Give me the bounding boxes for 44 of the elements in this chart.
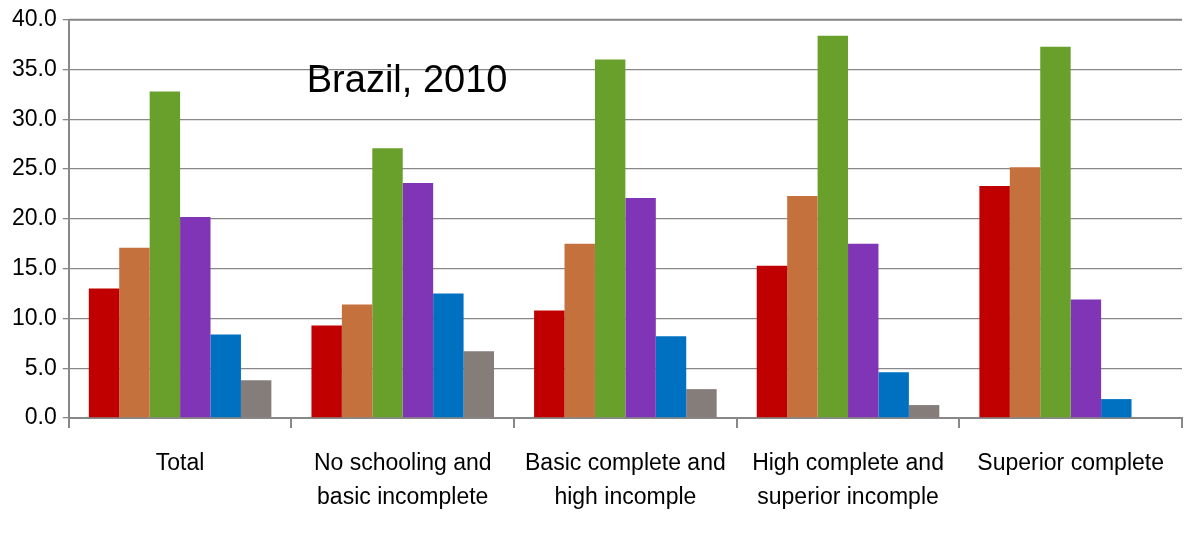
bar <box>655 336 687 418</box>
bar <box>402 183 434 418</box>
bar <box>686 389 717 418</box>
bar <box>979 186 1010 418</box>
bar <box>180 216 211 418</box>
x-tick-label: Superior complete <box>977 448 1164 475</box>
bar <box>594 59 626 418</box>
y-tick-label: 30.0 <box>12 104 57 131</box>
bar <box>1070 299 1102 418</box>
bar <box>463 351 495 418</box>
bar <box>1009 167 1041 418</box>
bar <box>372 148 403 418</box>
bar <box>240 380 272 418</box>
bar <box>88 288 120 418</box>
bar <box>817 35 849 418</box>
bar <box>119 247 150 418</box>
y-tick-label: 10.0 <box>12 303 57 330</box>
bar <box>1101 399 1132 418</box>
annotation: Brazil, 2010 <box>306 58 508 101</box>
bar <box>564 243 595 418</box>
bar <box>848 243 879 418</box>
y-tick-label: 20.0 <box>12 204 57 231</box>
y-tick-label: 15.0 <box>12 254 57 281</box>
bar <box>311 325 342 418</box>
bar <box>341 304 373 418</box>
y-tick-label: 40.0 <box>12 5 57 32</box>
x-tick-label: Basic complete and high incomple <box>525 448 726 510</box>
y-tick-label: 5.0 <box>24 353 57 380</box>
bar <box>625 198 656 418</box>
y-tick-label: 35.0 <box>12 54 57 81</box>
bar <box>433 293 464 418</box>
bar <box>210 334 241 418</box>
bar <box>787 196 818 418</box>
x-tick-label: Total <box>155 448 205 475</box>
y-tick-label: 25.0 <box>12 154 57 181</box>
bar <box>1040 46 1071 418</box>
bar <box>756 265 788 418</box>
bar <box>149 91 181 418</box>
bar <box>878 372 909 418</box>
y-tick-label: 0.0 <box>24 403 57 430</box>
bar <box>908 405 940 418</box>
x-tick-label: No schooling and basic incomplete <box>313 448 492 510</box>
x-tick-label: High complete and superior incomple <box>752 448 944 510</box>
bar <box>534 310 565 418</box>
